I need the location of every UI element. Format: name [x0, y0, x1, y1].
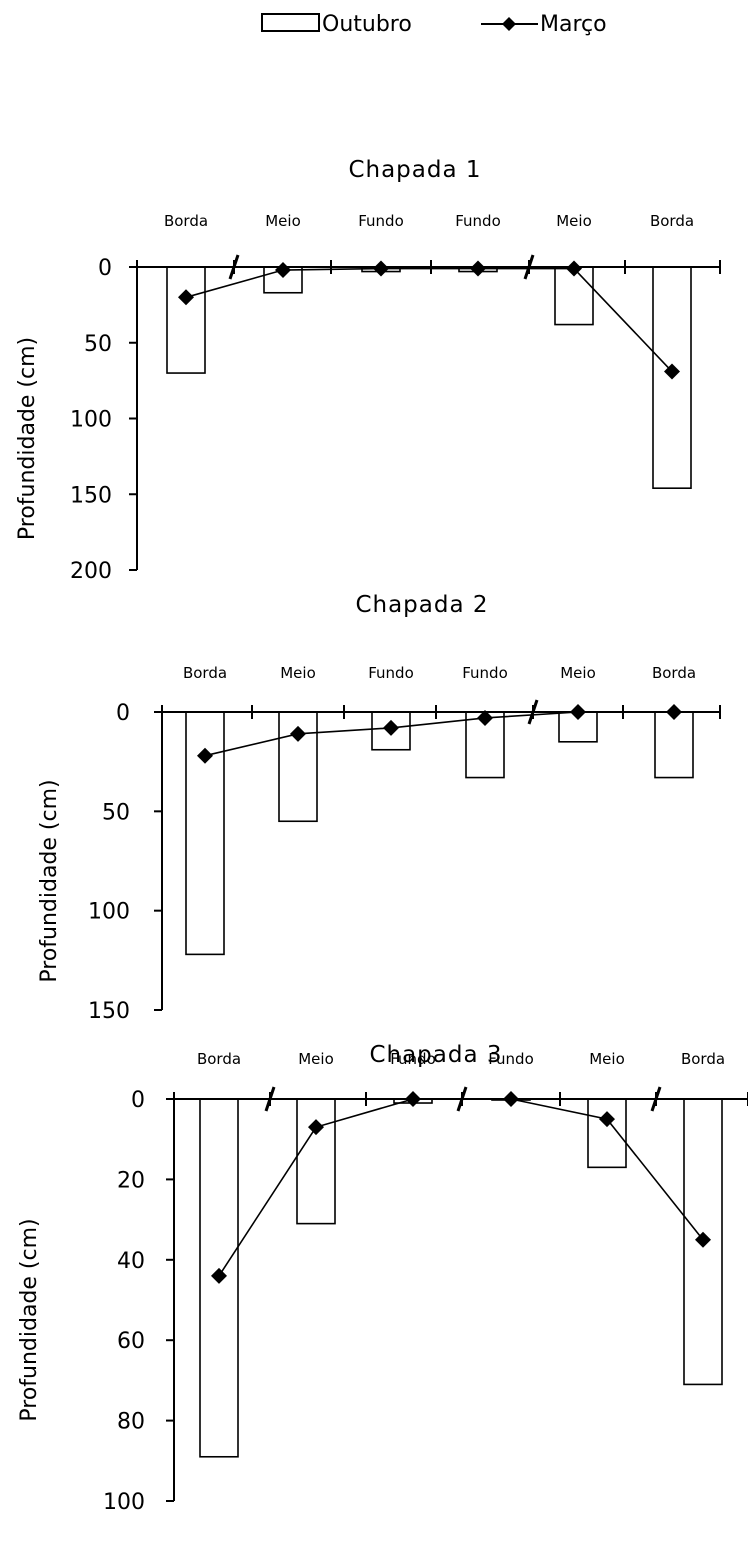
- y-tick-label: 150: [88, 999, 130, 1024]
- axis-break-mark: [228, 254, 240, 280]
- category-label: Meio: [589, 1050, 625, 1068]
- y-tick-label: 0: [98, 256, 112, 281]
- category-label: Borda: [183, 664, 227, 682]
- bar-outubro: [654, 711, 694, 779]
- point-marco: [383, 719, 399, 736]
- y-tick-label: 80: [117, 1410, 145, 1435]
- point-marco: [211, 1267, 227, 1284]
- point-marco: [570, 704, 586, 720]
- axis-break-mark: [650, 1086, 662, 1112]
- point-marco: [599, 1111, 615, 1128]
- y-tick-label: 0: [116, 701, 130, 726]
- chart-chapada-3: Chapada 3 Borda Meio Fundo Fundo Meio Borda 0 20…: [17, 1042, 748, 1515]
- y-tick-label: 150: [70, 483, 112, 508]
- y-axis-label: Profundidade (cm): [15, 337, 40, 540]
- category-label: Meio: [560, 664, 596, 682]
- y-tick-label: 60: [117, 1329, 145, 1354]
- point-marco: [275, 262, 291, 279]
- legend-line-label: Março: [540, 12, 607, 37]
- category-label: Fundo: [368, 664, 414, 682]
- legend: Outubro Março: [261, 12, 607, 37]
- y-tick-label: 40: [117, 1249, 145, 1274]
- category-label: Fundo: [462, 664, 508, 682]
- point-marco: [666, 704, 682, 720]
- category-label: Borda: [681, 1050, 725, 1068]
- line-marco: [218, 1098, 704, 1277]
- y-tick-label: 100: [88, 900, 130, 925]
- bar-outubro: [371, 711, 411, 751]
- chart-chapada-2: Chapada 2 Borda Meio Fundo Fundo Meio Borda 0 50…: [37, 592, 721, 1024]
- category-label: Meio: [298, 1050, 334, 1068]
- point-marco: [308, 1119, 324, 1136]
- category-label: Fundo: [488, 1050, 534, 1068]
- legend-bar-label: Outubro: [322, 12, 412, 37]
- chart-title: Chapada 2: [355, 592, 488, 618]
- y-tick-label: 200: [70, 559, 112, 584]
- legend-diamond-marker: [502, 17, 516, 31]
- category-label: Borda: [650, 212, 694, 230]
- point-marco: [290, 725, 306, 742]
- point-marco: [664, 363, 680, 380]
- line-marco: [204, 711, 674, 757]
- chart-title: Chapada 1: [348, 157, 481, 183]
- bar-outubro: [587, 1098, 627, 1169]
- category-label: Borda: [164, 212, 208, 230]
- y-tick-label: 100: [70, 408, 112, 433]
- point-marco: [197, 747, 213, 764]
- category-label: Meio: [265, 212, 301, 230]
- legend-bar-swatch: [261, 13, 320, 32]
- chart-chapada-1: Chapada 1 Borda Meio Fundo Fundo Meio Borda 0 50…: [15, 157, 721, 584]
- point-marco: [405, 1091, 421, 1107]
- category-label: Fundo: [390, 1050, 436, 1068]
- axis-break-mark: [523, 254, 535, 280]
- axis-break-mark: [527, 699, 539, 725]
- bar-outubro: [296, 1098, 336, 1225]
- y-tick-label: 20: [117, 1168, 145, 1193]
- axis-break-mark: [264, 1086, 276, 1112]
- category-label: Borda: [652, 664, 696, 682]
- category-label: Meio: [556, 212, 592, 230]
- chart-title: Chapada 3: [369, 1042, 502, 1068]
- point-marco: [470, 260, 486, 277]
- y-tick-label: 50: [84, 332, 112, 357]
- y-axis-label: Profundidade (cm): [17, 1218, 42, 1421]
- point-marco: [178, 289, 194, 306]
- point-marco: [566, 260, 582, 277]
- line-marco: [185, 267, 673, 373]
- point-marco: [695, 1231, 711, 1248]
- category-label: Fundo: [358, 212, 404, 230]
- point-marco: [373, 260, 389, 277]
- y-axis-label: Profundidade (cm): [37, 779, 62, 982]
- y-tick-label: 50: [102, 800, 130, 825]
- category-label: Fundo: [455, 212, 501, 230]
- point-marco: [477, 709, 493, 726]
- bar-outubro: [166, 266, 206, 374]
- category-label: Meio: [280, 664, 316, 682]
- y-tick-label: 0: [131, 1088, 145, 1113]
- y-tick-label: 100: [103, 1490, 145, 1515]
- category-label: Borda: [197, 1050, 241, 1068]
- point-marco: [503, 1091, 519, 1107]
